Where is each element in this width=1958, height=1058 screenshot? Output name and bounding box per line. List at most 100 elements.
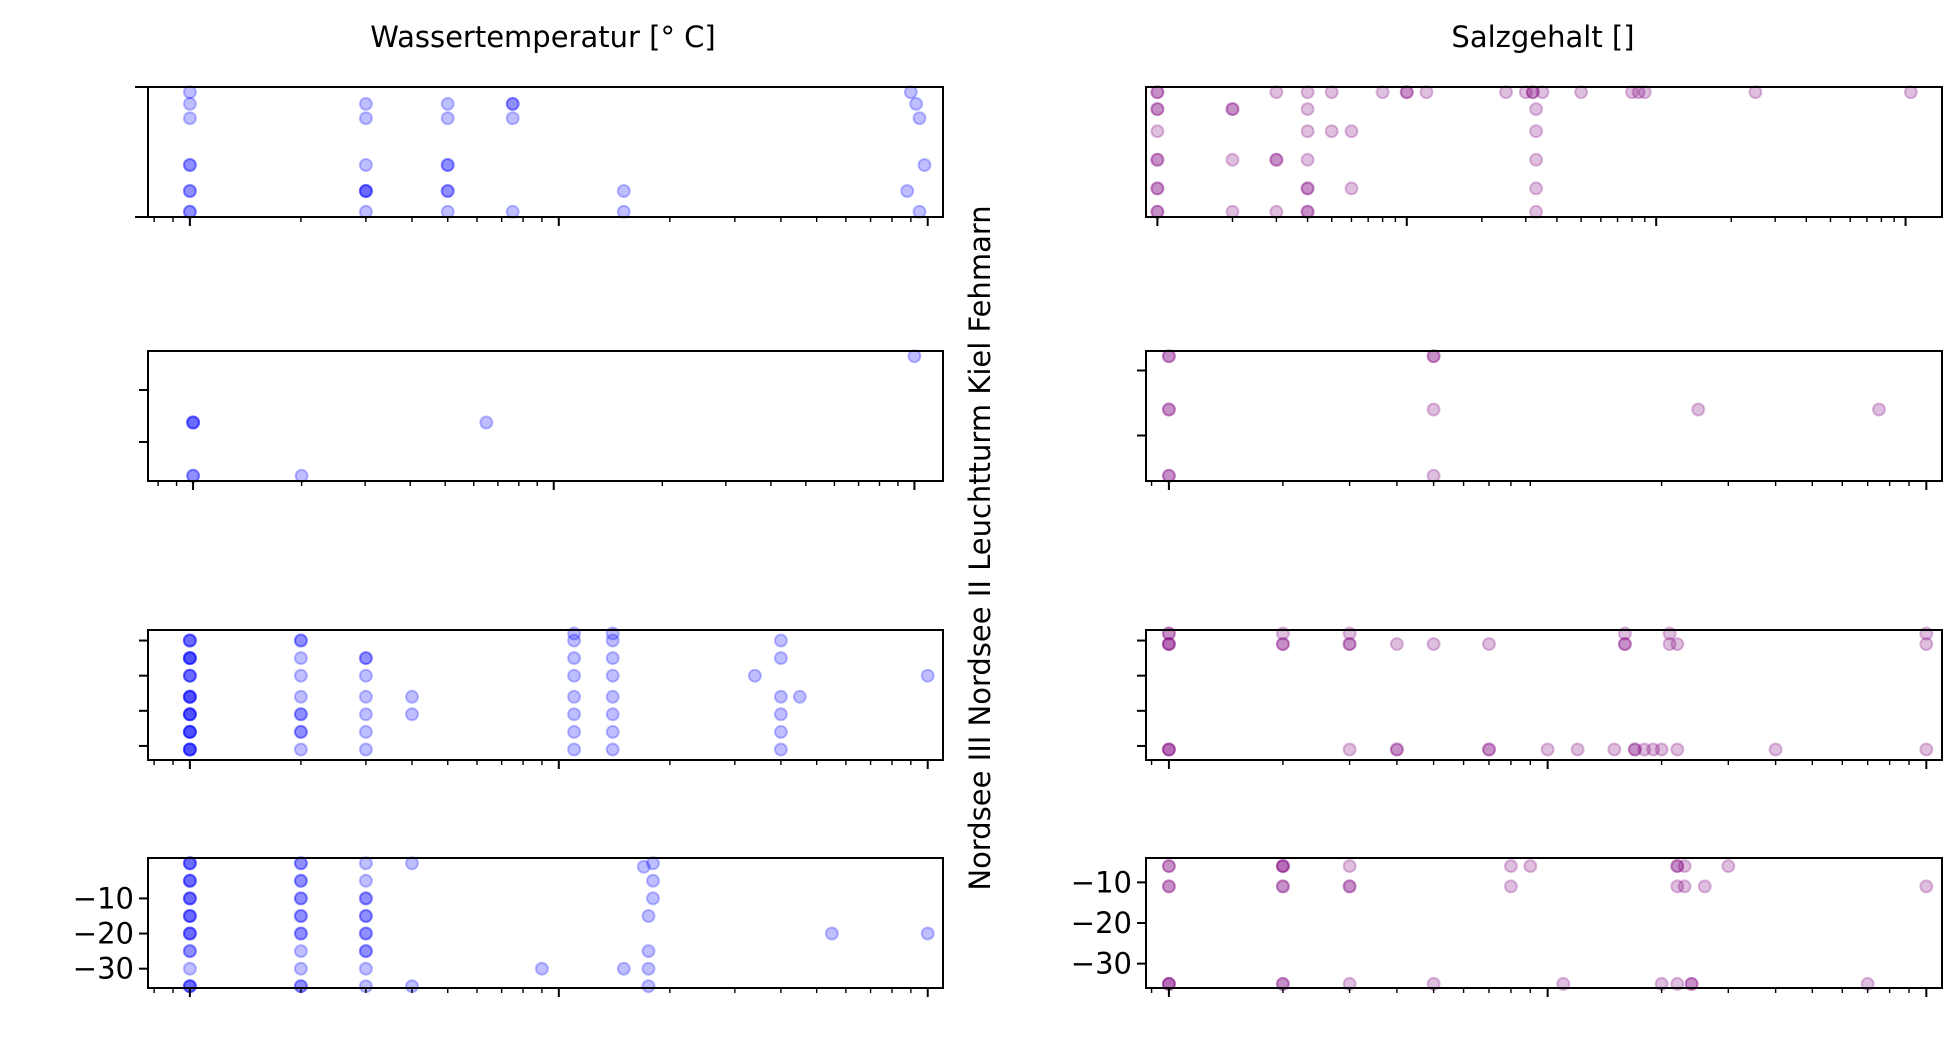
data-point	[293, 909, 308, 923]
data-point	[773, 707, 788, 722]
axes-frame	[147, 350, 944, 482]
data-point	[1275, 859, 1290, 874]
data-point	[293, 891, 308, 906]
data-point	[1275, 637, 1290, 652]
data-point	[1342, 879, 1357, 894]
data-point	[1150, 124, 1165, 139]
data-point	[293, 891, 308, 906]
data-point	[358, 184, 373, 198]
data-point	[182, 944, 197, 959]
data-point	[182, 651, 197, 666]
y-tick-label: −20	[1071, 906, 1132, 940]
data-point	[182, 96, 197, 111]
data-point	[1570, 742, 1585, 757]
data-point	[182, 873, 197, 888]
data-point	[182, 707, 197, 722]
data-point	[182, 651, 197, 666]
data-point	[1426, 402, 1441, 417]
data-point	[1482, 742, 1496, 757]
data-point	[186, 415, 201, 430]
data-point	[567, 668, 582, 683]
data-point	[567, 742, 582, 757]
axes-frame	[1145, 86, 1943, 218]
data-point	[1275, 859, 1290, 874]
data-point	[1161, 402, 1176, 417]
data-point	[773, 724, 788, 739]
data-point	[182, 111, 197, 126]
data-point	[1919, 637, 1934, 652]
data-point	[1161, 879, 1176, 894]
data-point	[1150, 102, 1165, 117]
data-point	[182, 158, 197, 172]
data-point	[1503, 879, 1518, 894]
data-point	[182, 926, 197, 941]
data-point	[182, 707, 197, 722]
data-point	[1503, 859, 1518, 874]
data-point	[182, 742, 197, 757]
data-point	[293, 961, 308, 976]
data-point	[1275, 637, 1290, 652]
panel-Kiel-Salzgehalt	[1137, 349, 1943, 490]
data-point	[293, 668, 308, 683]
data-point	[1161, 637, 1176, 652]
data-point	[1150, 181, 1165, 196]
data-point	[1684, 976, 1699, 991]
data-point	[405, 707, 419, 722]
data-point	[641, 909, 656, 923]
data-point	[293, 724, 308, 739]
column-title-temperature: Wassertemperatur [° C]	[370, 20, 715, 54]
data-point	[1342, 742, 1357, 757]
data-point	[567, 633, 582, 648]
data-point	[358, 926, 373, 941]
data-point	[186, 415, 201, 430]
data-point	[1697, 879, 1712, 894]
data-point	[1670, 976, 1685, 991]
data-point	[293, 707, 308, 722]
data-point	[1344, 181, 1359, 196]
data-point	[1161, 859, 1176, 874]
data-point	[182, 689, 197, 704]
data-point	[1150, 152, 1165, 167]
data-point	[567, 724, 582, 739]
data-point	[1161, 742, 1176, 757]
data-point	[567, 689, 582, 704]
data-point	[773, 742, 788, 757]
y-tick-label: −30	[73, 952, 134, 986]
data-point	[909, 96, 924, 111]
data-point	[358, 668, 373, 683]
data-point	[1275, 879, 1290, 894]
data-point	[182, 668, 197, 683]
panel-NordseeII-Salzgehalt	[1137, 626, 1943, 769]
data-point	[440, 111, 455, 126]
data-point	[646, 856, 660, 871]
panel-NordseeIII-Salzgehalt: −30 −20 −10	[1071, 857, 1943, 997]
data-point	[358, 742, 373, 757]
data-point	[1670, 879, 1685, 894]
data-point	[1768, 742, 1783, 757]
data-point	[1150, 152, 1165, 167]
data-point	[358, 651, 373, 666]
data-point	[1300, 152, 1315, 167]
panel-NordseeII-Wassertemperatur	[139, 626, 944, 769]
data-point	[1670, 637, 1685, 652]
data-point	[1721, 859, 1736, 874]
data-point	[1300, 102, 1315, 117]
data-point	[646, 873, 660, 888]
data-point	[773, 633, 788, 648]
data-point	[182, 184, 197, 198]
data-point	[182, 724, 197, 739]
data-point	[636, 859, 651, 874]
data-point	[1646, 742, 1661, 757]
data-point	[1342, 637, 1357, 652]
data-point	[293, 944, 308, 959]
data-point	[616, 961, 631, 976]
data-point	[912, 111, 927, 126]
data-point	[182, 856, 197, 871]
data-point	[358, 944, 373, 959]
axes-frame	[147, 86, 944, 218]
data-point	[1654, 742, 1669, 757]
data-point	[1607, 742, 1622, 757]
panel-NordseeIII-Wassertemperatur: −30−20−10	[73, 856, 944, 997]
panel-Fehmarn-Salzgehalt	[1145, 85, 1943, 226]
data-point	[182, 944, 197, 959]
